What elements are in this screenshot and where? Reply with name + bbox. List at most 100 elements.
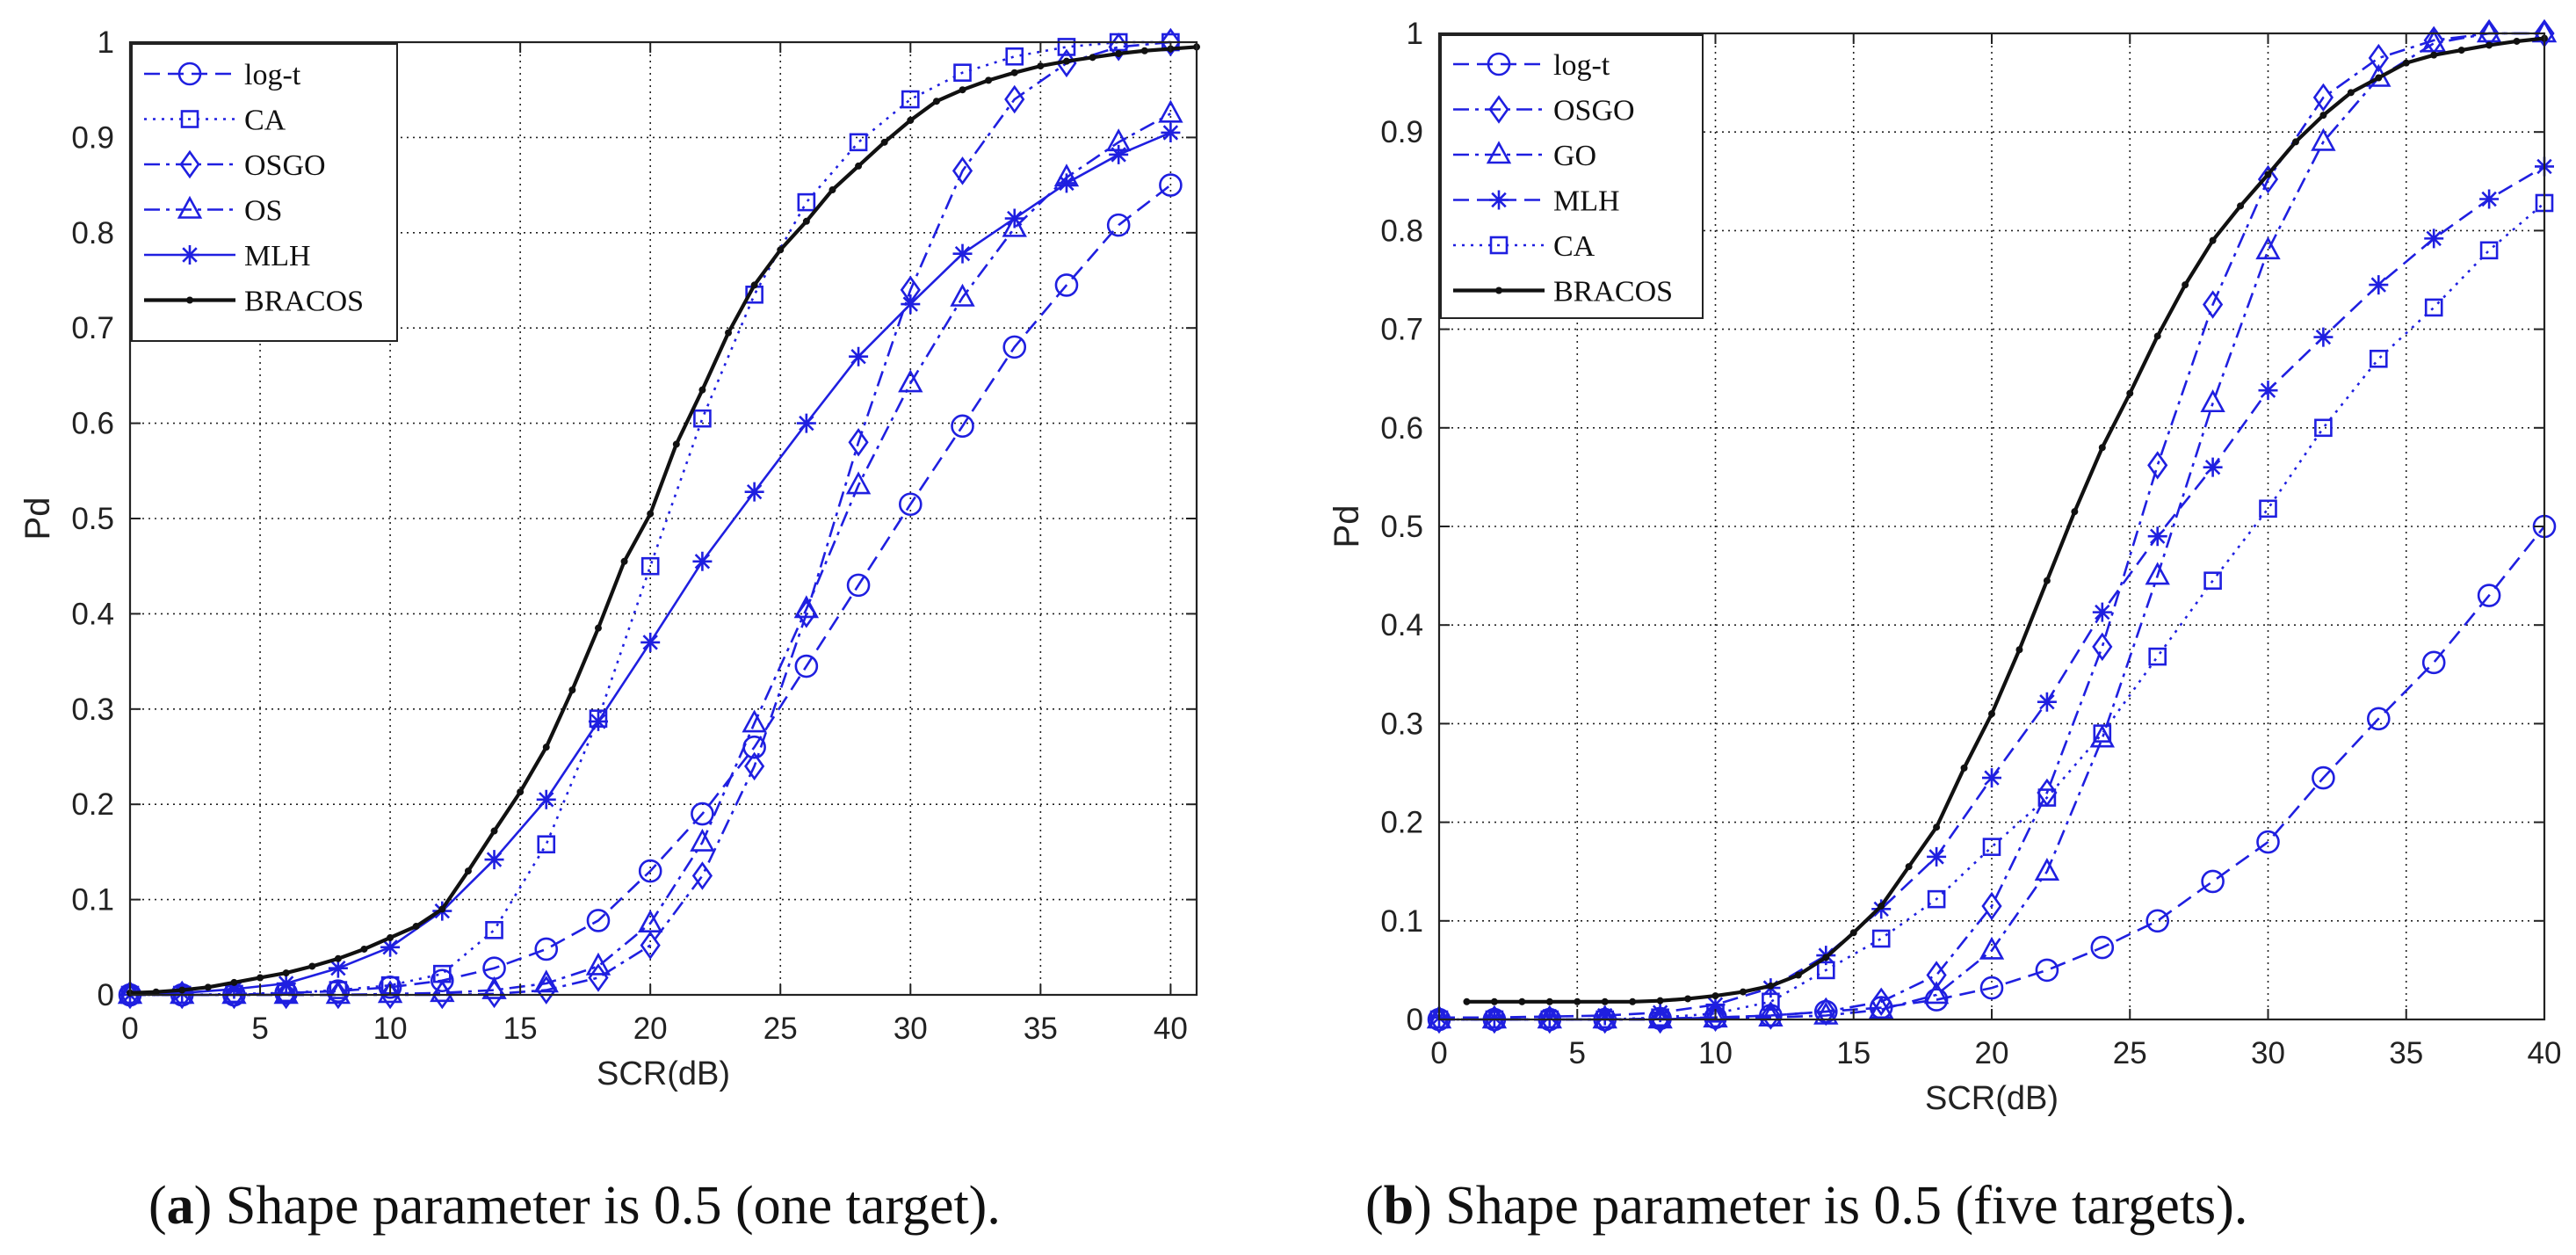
series-mlh-point: [276, 973, 296, 993]
x-tick-label: 25: [763, 1012, 798, 1046]
series-osgo-point: [2147, 451, 2168, 480]
y-tick-label: 0.2: [1380, 806, 1423, 840]
series-bracos-point: [802, 217, 810, 225]
series-ca-point: [1706, 1004, 1725, 1023]
legend-entry-mlh-marker: [180, 245, 199, 265]
series-log-t-line: [1439, 526, 2546, 1021]
y-tick-label: 0.4: [71, 597, 114, 631]
series-bracos-point: [829, 186, 836, 194]
series-log-t-point: [1002, 335, 1027, 359]
series-bracos-line: [129, 45, 1198, 995]
series-mlh-point: [2037, 692, 2057, 712]
legend-entry-go-marker: [1486, 141, 1512, 164]
series-bracos-point: [438, 905, 446, 913]
series-bracos-point: [2153, 332, 2161, 340]
series-bracos-line: [1466, 36, 2545, 1004]
series-bracos: [1463, 34, 2548, 1005]
series-bracos-point: [1089, 54, 1096, 62]
legend-entry-os-label: OS: [244, 195, 282, 228]
series-log-t-line: [130, 184, 1172, 997]
series-log-t-point: [326, 979, 351, 1003]
x-tick-label: 35: [2389, 1036, 2423, 1070]
series-ca-point: [2093, 724, 2112, 743]
series-osgo-point: [640, 931, 661, 960]
series-bracos-point: [777, 246, 785, 254]
x-tick-label: 0: [1430, 1036, 1447, 1070]
series-bracos-point: [204, 983, 212, 991]
series-os-point: [325, 981, 351, 1005]
series-ca-point: [1762, 992, 1780, 1012]
series-go-point: [2145, 562, 2170, 585]
series-mlh-point: [2313, 327, 2334, 347]
series-mlh-point: [2092, 602, 2112, 622]
series-bracos-point: [1574, 997, 1581, 1005]
series-os-point: [1158, 99, 1183, 123]
series-bracos-point: [2402, 59, 2410, 67]
series-bracos-point: [2098, 444, 2106, 452]
series-ca-point: [693, 409, 712, 428]
legend-entry-ca-label: CA: [1553, 230, 1596, 263]
series-mlh-point: [224, 979, 244, 999]
series-osgo-point: [1004, 84, 1025, 114]
series-mlh-point: [1539, 1006, 1559, 1026]
series-mlh-point: [1650, 1003, 1670, 1023]
caption-label: b: [1384, 1176, 1414, 1236]
series-os-point: [585, 952, 611, 976]
series-mlh-point: [2147, 526, 2167, 547]
series-ca-point: [1982, 838, 2001, 856]
series-os-point: [898, 369, 923, 393]
series-bracos-point: [2264, 170, 2272, 178]
series-log-t-point: [794, 654, 819, 678]
series-os-point: [845, 471, 872, 495]
series-log-t-point: [638, 859, 662, 883]
series-osgo-point: [744, 751, 765, 781]
series-os-point: [690, 828, 715, 852]
series-go-point: [1758, 1004, 1784, 1027]
series-osgo-point: [1650, 1005, 1671, 1034]
series-go-point: [2476, 19, 2502, 43]
series-ca-point: [485, 920, 503, 939]
series-mlh-point: [796, 413, 816, 433]
y-tick-label: 0.1: [71, 883, 114, 918]
series-bracos-point: [985, 76, 993, 84]
panel-a: 0 5 10 15 20 25 30 35 40 0 0.1 0.2 0.3 0.4 0.5 0.6 0.7 0.…: [18, 25, 1200, 1236]
series-osgo-point: [848, 428, 869, 457]
caption-open-paren: (: [148, 1176, 167, 1236]
series-log-t-point: [2145, 909, 2169, 933]
series-go-line: [1439, 32, 2544, 1021]
y-tick-label: 0.5: [71, 502, 114, 536]
series-ca-point: [2479, 241, 2499, 260]
legend-entry-log-t-marker: [177, 62, 202, 86]
series-bracos-point: [2043, 577, 2051, 584]
ticks: 0 5 10 15 20 25 30 35 40 0 0.1 0.2 0.3 0.4 0.5 0.6 0.7 0.…: [71, 25, 1197, 1046]
y-tick-label: 0.3: [1380, 707, 1423, 741]
series-mlh-point: [536, 789, 556, 809]
series-bracos-point: [387, 933, 394, 941]
legend-box: [131, 43, 398, 342]
series-mlh-point: [2258, 381, 2278, 401]
series-go-point: [1979, 936, 2005, 960]
caption-close-paren: ): [1414, 1176, 1432, 1236]
y-tick-label: 0: [98, 978, 114, 1012]
series-log-t-point: [898, 492, 923, 517]
series-bracos-point: [2209, 236, 2217, 244]
series-bracos-point: [1960, 764, 1968, 772]
y-tick-label: 0.3: [71, 693, 114, 727]
x-tick-label: 0: [121, 1012, 138, 1046]
x-tick-label: 35: [1024, 1012, 1058, 1046]
series-bracos-point: [2126, 389, 2134, 397]
series-ca-point: [2424, 298, 2443, 317]
series-bracos-point: [412, 922, 420, 930]
series-mlh-point: [2203, 457, 2223, 477]
series-mlh-point: [952, 243, 973, 264]
legend-entry-os-marker: [177, 195, 203, 219]
series-bracos-point: [2071, 508, 2079, 516]
y-tick-label: 1: [98, 25, 114, 60]
series-bracos-point: [1878, 902, 1885, 910]
series-ca-point: [537, 835, 556, 854]
series-bracos-point: [1794, 971, 1802, 979]
series-bracos-point: [1822, 954, 1830, 961]
x-tick-label: 30: [2251, 1036, 2285, 1070]
series-mlh-point: [1004, 208, 1024, 229]
series-log-t-point: [2035, 958, 2059, 983]
